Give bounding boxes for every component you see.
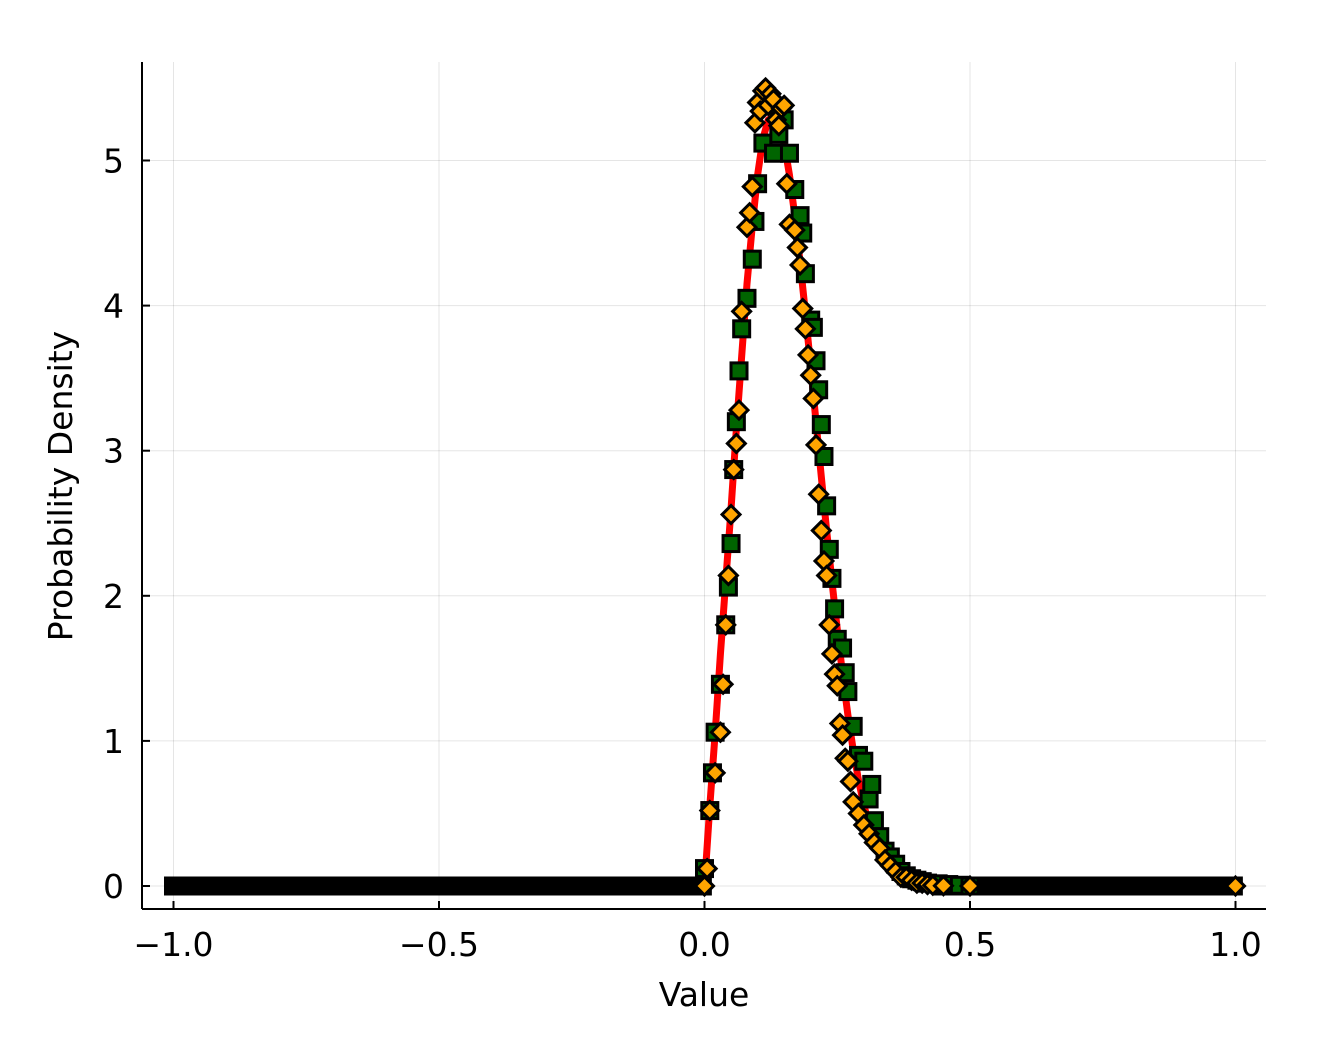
data-point-diamond	[711, 673, 735, 696]
data-point-diamond	[807, 483, 830, 506]
data-point-diamond	[958, 874, 982, 898]
data-point-diamond	[741, 175, 764, 198]
y-tick-label: 2	[103, 577, 124, 616]
x-tick-label: −0.5	[399, 925, 479, 964]
data-point-diamond	[831, 723, 854, 747]
data-point-diamond	[788, 253, 812, 277]
data-point-diamond	[722, 458, 745, 481]
data-point-diamond	[810, 519, 833, 542]
series-3	[164, 876, 712, 896]
data-point-diamond	[767, 114, 790, 137]
tick-labels: −1.0 −0.5 0.0 0.5 1.0 0 1 2 3 4 5	[103, 142, 1262, 965]
data-point-diamond	[719, 503, 743, 526]
y-tick-label: 5	[103, 142, 124, 181]
data-point-diamond	[796, 343, 820, 367]
data-point-square	[742, 249, 762, 269]
data-point-diamond	[693, 874, 716, 898]
data-point-diamond	[773, 94, 796, 117]
data-point-diamond	[932, 874, 955, 897]
data-point-diamond	[815, 564, 838, 587]
data-point-square	[779, 143, 799, 163]
data-point-diamond	[794, 317, 817, 340]
data-point-square	[825, 599, 845, 619]
data-point-square	[729, 361, 749, 381]
data-point-diamond	[730, 300, 753, 323]
data-point-diamond	[802, 387, 825, 410]
x-tick-label: 1.0	[1209, 925, 1261, 964]
data-point-diamond	[703, 761, 727, 784]
data-point-diamond	[738, 201, 761, 224]
x-tick-label: 0.5	[944, 925, 996, 964]
data-point-square	[732, 319, 752, 339]
data-point-square	[862, 774, 882, 794]
plot-area	[164, 76, 1247, 898]
y-tick-label: 4	[103, 287, 124, 326]
data-point-diamond	[735, 216, 759, 239]
series-4	[933, 876, 1243, 896]
data-point-diamond	[818, 613, 841, 636]
data-point-diamond	[791, 297, 814, 320]
data-point-diamond	[1224, 874, 1247, 898]
data-point-diamond	[836, 750, 859, 773]
data-point-square	[811, 415, 831, 435]
y-axis-label: Probability Density	[41, 331, 80, 641]
data-point-diamond	[698, 799, 721, 822]
data-point-square	[721, 534, 741, 554]
y-tick-label: 1	[103, 722, 124, 761]
data-point-diamond	[727, 398, 751, 422]
y-tick-label: 0	[103, 867, 124, 906]
data-point-diamond	[804, 433, 828, 457]
data-point-diamond	[709, 721, 732, 744]
data-point-diamond	[839, 770, 862, 793]
y-tick-label: 3	[103, 432, 124, 471]
data-point-diamond	[775, 172, 798, 195]
tick-marks	[142, 159, 1237, 909]
data-point-square	[814, 447, 834, 467]
data-point-diamond	[820, 642, 844, 665]
x-tick-label: 0.0	[678, 925, 730, 964]
data-point-diamond	[799, 364, 822, 387]
data-point-square	[817, 496, 837, 516]
data-point-square	[764, 143, 784, 163]
data-point-diamond	[725, 432, 748, 455]
data-point-diamond	[714, 613, 737, 636]
data-point-diamond	[696, 857, 719, 880]
series-1	[695, 95, 980, 896]
data-point-diamond	[717, 564, 740, 587]
x-tick-label: −1.0	[133, 925, 213, 964]
data-point-diamond	[826, 674, 849, 697]
series-2	[693, 76, 1247, 898]
x-axis-label: Value	[659, 975, 750, 1014]
